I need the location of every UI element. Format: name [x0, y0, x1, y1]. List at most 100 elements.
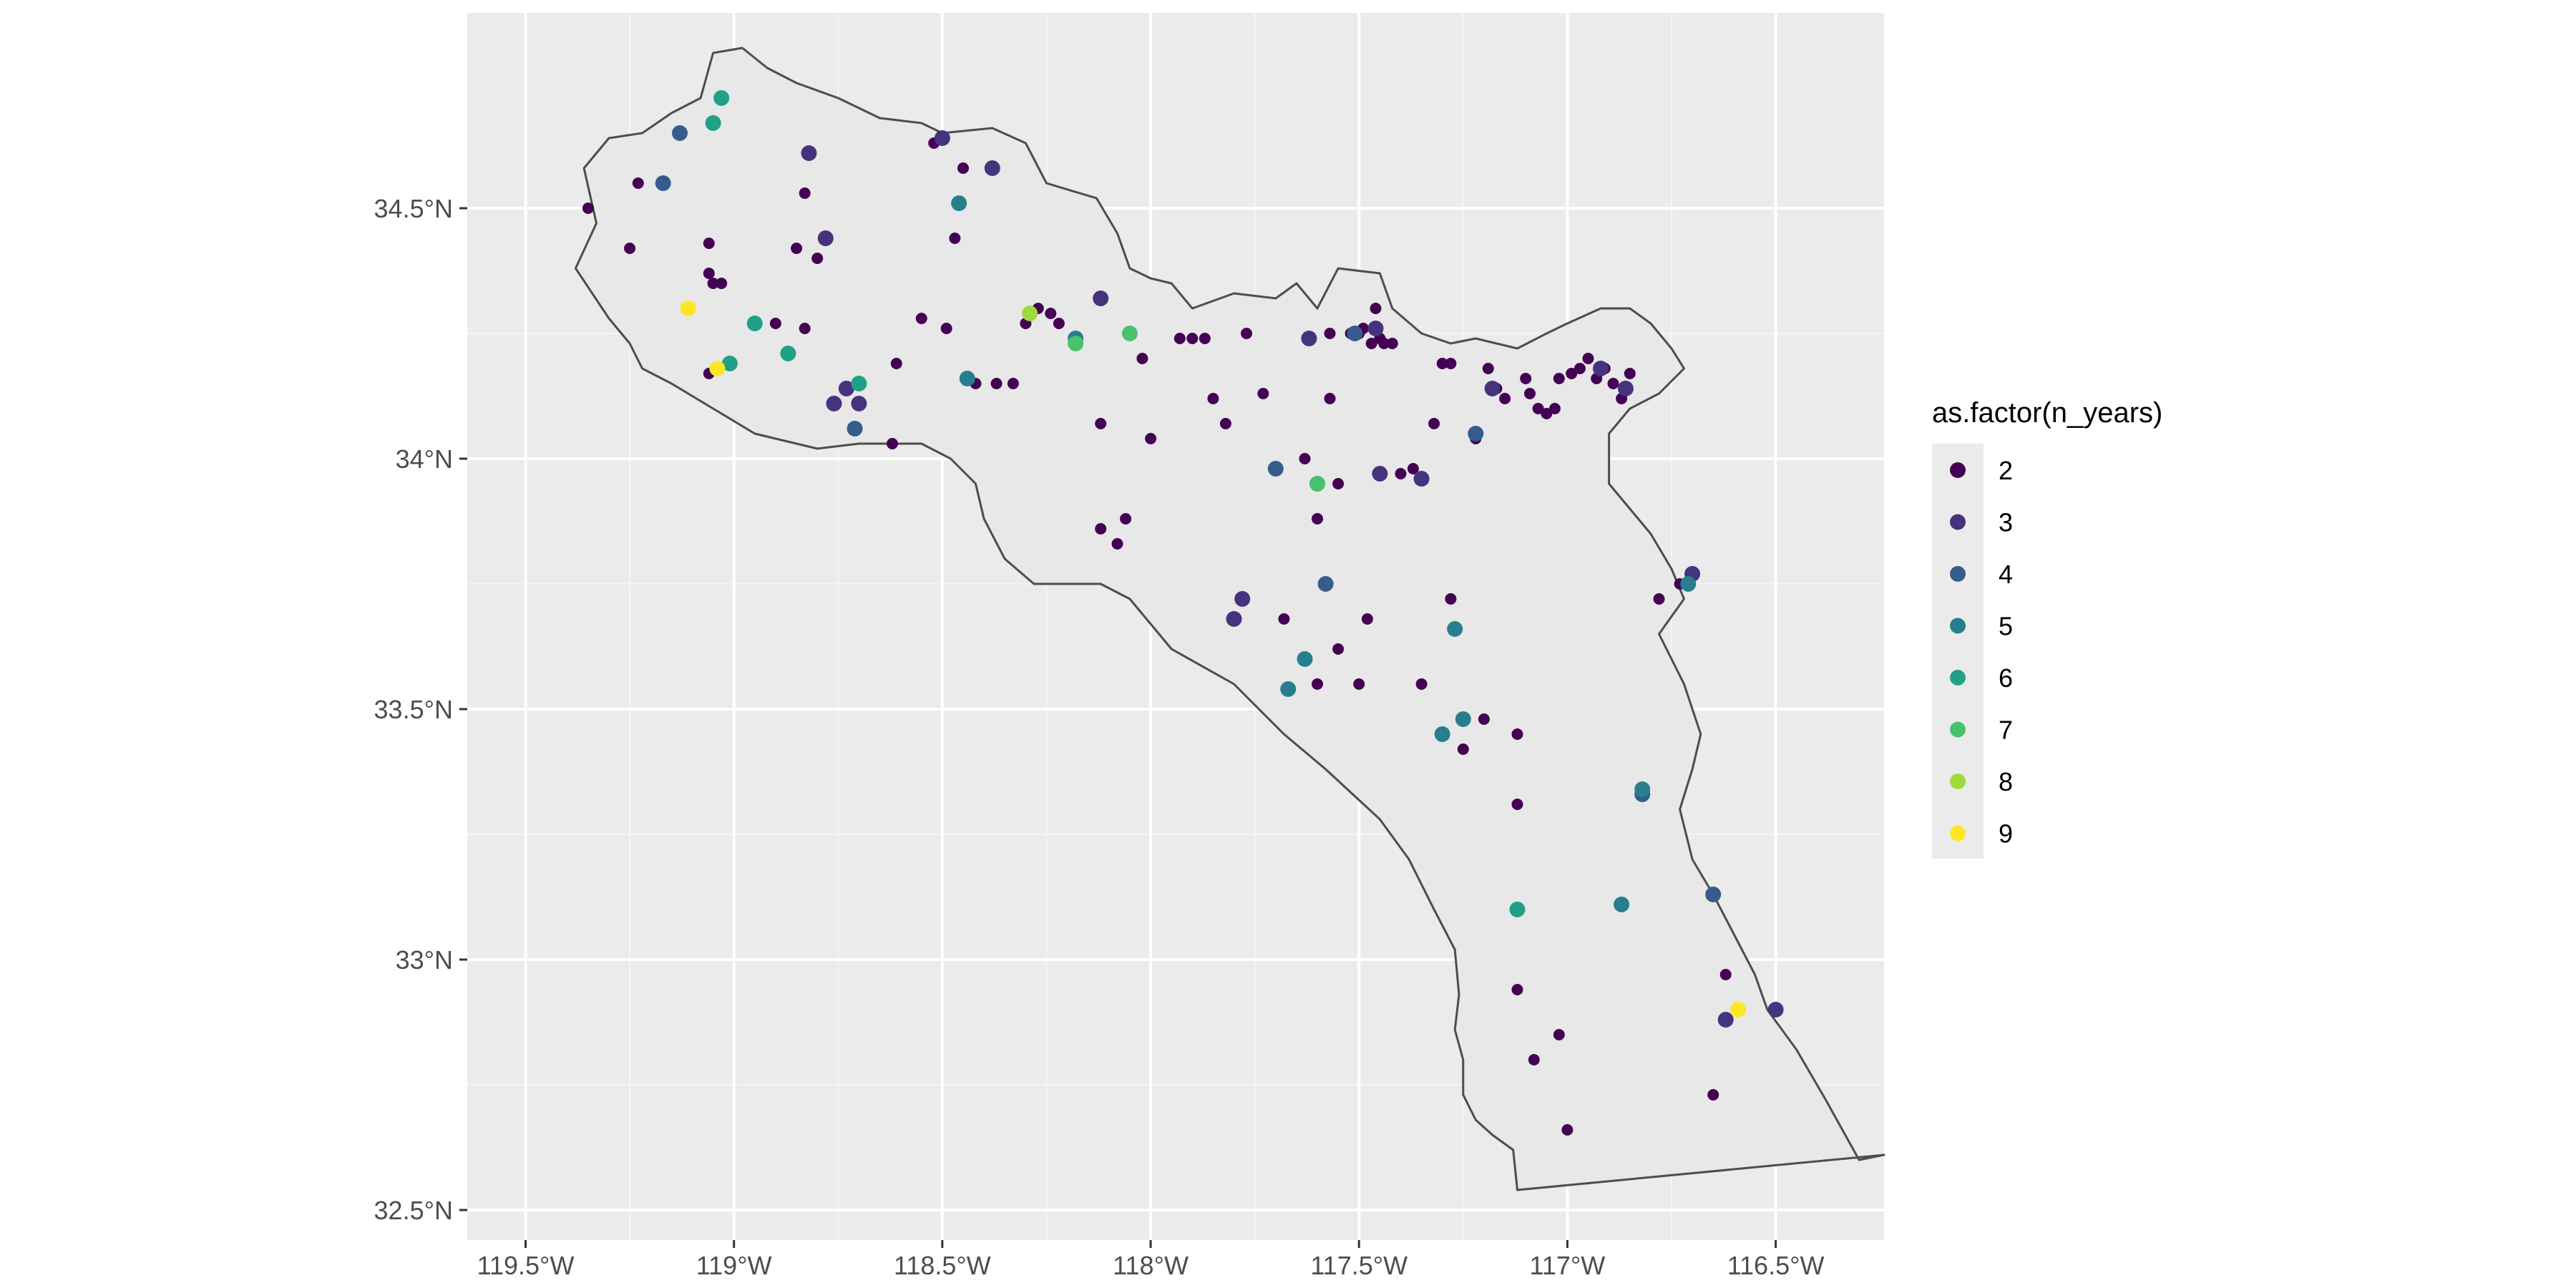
legend-key-9 — [1950, 825, 1966, 841]
data-point — [1332, 478, 1345, 489]
legend-label-2: 2 — [1999, 456, 2013, 485]
data-point — [1436, 358, 1448, 369]
data-point — [887, 438, 898, 449]
data-point — [769, 318, 781, 329]
data-point — [1241, 328, 1252, 339]
data-point — [890, 358, 902, 369]
data-point — [1593, 361, 1609, 376]
data-point — [1280, 681, 1297, 697]
x-tick-label: 116.5°W — [1727, 1251, 1825, 1280]
data-point — [1361, 613, 1373, 625]
data-point — [1022, 306, 1038, 321]
legend-key-background — [1932, 444, 1984, 859]
data-point — [1445, 358, 1457, 369]
series-4 — [655, 125, 1722, 902]
data-point — [1499, 393, 1511, 404]
data-point — [1053, 318, 1065, 329]
data-point — [1120, 513, 1132, 525]
data-point — [1312, 513, 1323, 525]
legend-label-6: 6 — [1999, 663, 2013, 693]
data-point — [811, 253, 824, 264]
data-point — [1324, 328, 1336, 339]
data-point — [915, 313, 927, 324]
data-point — [1482, 363, 1494, 374]
legend-key-2 — [1950, 462, 1966, 478]
data-point — [1607, 378, 1619, 389]
y-tick-label: 33°N — [396, 945, 453, 975]
data-point — [680, 301, 696, 316]
data-point — [1455, 711, 1471, 727]
data-point — [799, 187, 811, 199]
data-point — [1634, 781, 1651, 797]
data-point — [1145, 433, 1157, 444]
data-point — [1186, 333, 1199, 344]
data-point — [1312, 678, 1323, 690]
data-point — [709, 361, 726, 376]
data-point — [1045, 308, 1057, 319]
data-point — [1524, 388, 1536, 399]
data-point — [1457, 743, 1469, 755]
data-point — [1614, 897, 1630, 912]
data-point — [780, 346, 796, 361]
data-point — [851, 396, 867, 411]
x-tick-label: 119.5°W — [477, 1251, 575, 1280]
data-point — [1407, 463, 1419, 474]
data-point — [1434, 726, 1450, 742]
data-point — [817, 230, 834, 246]
data-point — [1068, 336, 1084, 351]
data-point — [721, 356, 738, 371]
data-point — [1378, 338, 1390, 349]
data-point — [826, 396, 842, 411]
data-point — [1617, 381, 1634, 396]
data-point — [1257, 388, 1269, 399]
data-point — [1095, 523, 1107, 535]
data-point — [990, 378, 1002, 389]
legend-label-9: 9 — [1999, 819, 2013, 849]
data-point — [1267, 461, 1284, 477]
data-point — [703, 238, 715, 249]
data-point — [1511, 799, 1523, 810]
y-tick-label: 34°N — [396, 444, 453, 474]
data-point — [847, 421, 863, 436]
data-point — [838, 381, 854, 396]
data-point — [707, 278, 719, 289]
data-point — [1566, 368, 1578, 379]
data-point — [1447, 621, 1463, 637]
x-tick-label: 118.5°W — [894, 1251, 991, 1280]
data-point — [951, 195, 967, 211]
data-point — [1219, 418, 1231, 429]
data-point — [1717, 1012, 1734, 1028]
data-point — [1520, 373, 1532, 384]
data-point — [624, 243, 636, 254]
data-point — [582, 203, 594, 214]
data-point — [1413, 471, 1430, 487]
data-point — [934, 130, 950, 146]
data-point — [1095, 418, 1107, 429]
data-point — [716, 278, 728, 289]
data-point — [851, 376, 867, 391]
data-point — [1468, 426, 1484, 441]
data-point — [705, 115, 721, 131]
data-point — [1484, 381, 1501, 396]
data-point — [1093, 291, 1109, 306]
series-3 — [801, 130, 1784, 1028]
data-point — [1511, 728, 1523, 740]
legend-title: as.factor(n_years) — [1932, 397, 2162, 429]
y-tick-label: 32.5°N — [374, 1196, 453, 1225]
data-point — [801, 145, 817, 161]
data-point — [1324, 393, 1336, 404]
data-point — [632, 177, 644, 189]
data-point — [1528, 1054, 1540, 1065]
data-point — [703, 268, 715, 279]
x-tick-label: 117.5°W — [1310, 1251, 1407, 1280]
data-point — [1561, 1124, 1574, 1136]
legend-label-7: 7 — [1999, 716, 2013, 745]
x-tick-label: 117°W — [1530, 1251, 1606, 1280]
data-point — [1347, 326, 1363, 341]
legend-key-6 — [1950, 670, 1966, 686]
data-point — [1121, 326, 1138, 341]
series-9 — [680, 301, 1747, 1018]
data-point — [1532, 403, 1544, 414]
